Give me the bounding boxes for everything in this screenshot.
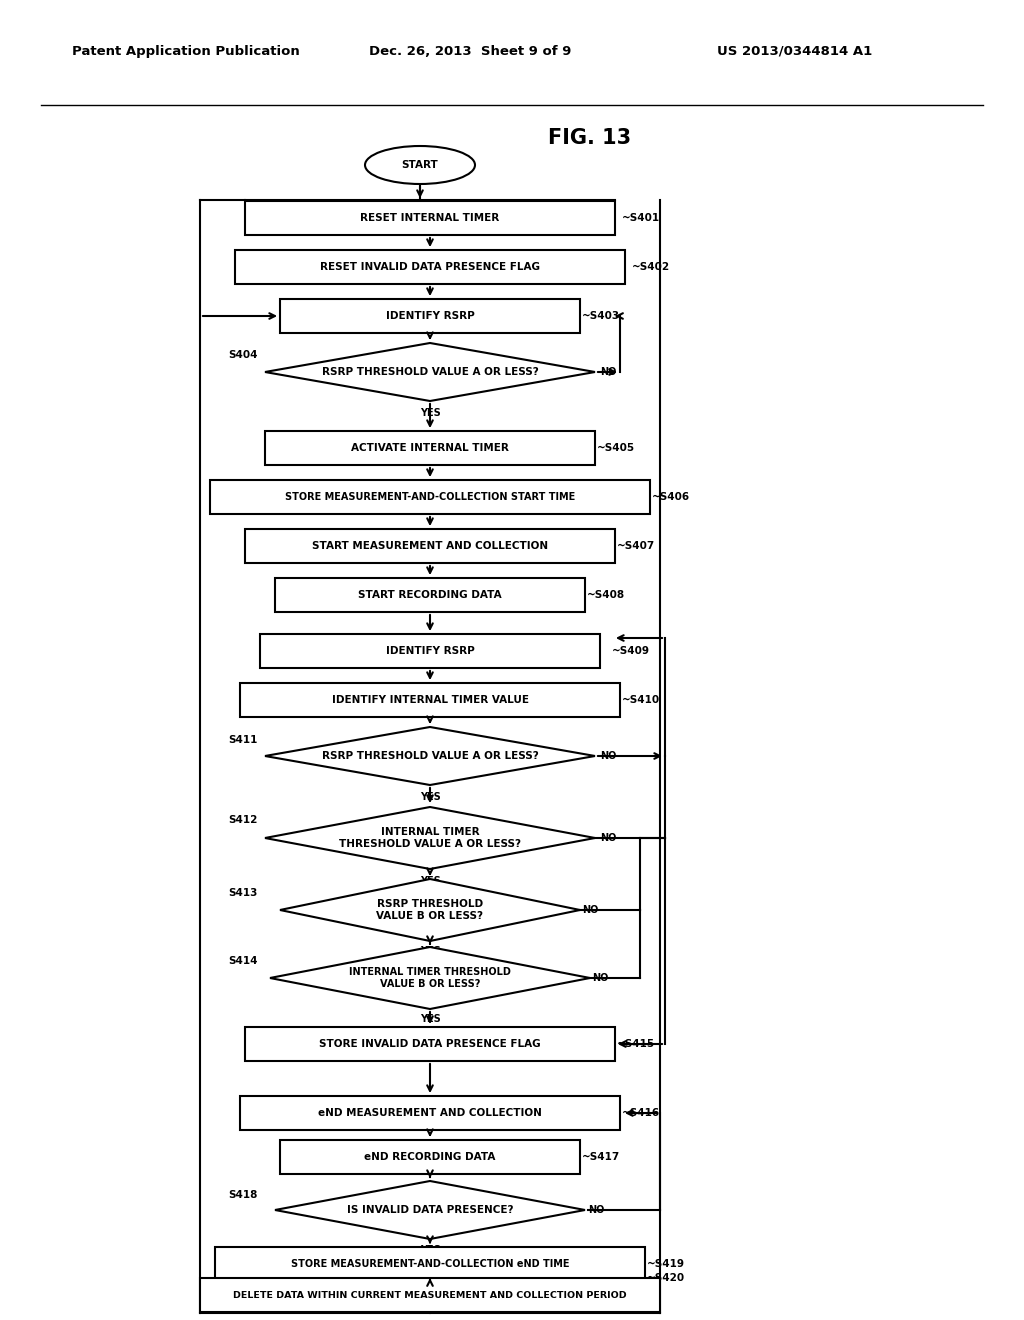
Text: ~S402: ~S402 — [632, 261, 670, 272]
Text: RSRP THRESHOLD
VALUE B OR LESS?: RSRP THRESHOLD VALUE B OR LESS? — [377, 899, 483, 921]
Text: ~S407: ~S407 — [617, 541, 655, 550]
Text: RESET INVALID DATA PRESENCE FLAG: RESET INVALID DATA PRESENCE FLAG — [319, 261, 540, 272]
Bar — [280, 1140, 580, 1173]
Text: RSRP THRESHOLD VALUE A OR LESS?: RSRP THRESHOLD VALUE A OR LESS? — [322, 751, 539, 762]
Bar — [245, 201, 615, 235]
Text: S411: S411 — [228, 735, 258, 744]
Bar — [240, 1096, 620, 1130]
Text: YES: YES — [420, 1245, 440, 1255]
Text: INTERNAL TIMER THRESHOLD
VALUE B OR LESS?: INTERNAL TIMER THRESHOLD VALUE B OR LESS… — [349, 968, 511, 989]
Text: NO: NO — [600, 833, 616, 843]
Text: STORE MEASUREMENT-AND-COLLECTION START TIME: STORE MEASUREMENT-AND-COLLECTION START T… — [285, 492, 575, 502]
Text: Patent Application Publication: Patent Application Publication — [72, 45, 299, 58]
Text: YES: YES — [420, 876, 440, 886]
Bar — [245, 529, 615, 564]
Polygon shape — [265, 343, 595, 401]
Text: STORE INVALID DATA PRESENCE FLAG: STORE INVALID DATA PRESENCE FLAG — [319, 1039, 541, 1049]
Bar — [275, 578, 585, 612]
Text: S418: S418 — [228, 1191, 258, 1200]
Text: DELETE DATA WITHIN CURRENT MEASUREMENT AND COLLECTION PERIOD: DELETE DATA WITHIN CURRENT MEASUREMENT A… — [233, 1291, 627, 1299]
Bar — [260, 634, 600, 668]
Polygon shape — [280, 879, 580, 941]
Text: eND RECORDING DATA: eND RECORDING DATA — [365, 1152, 496, 1162]
Text: IDENTIFY INTERNAL TIMER VALUE: IDENTIFY INTERNAL TIMER VALUE — [332, 696, 528, 705]
Text: ~S417: ~S417 — [582, 1152, 621, 1162]
Text: START: START — [401, 160, 438, 170]
Text: ~S409: ~S409 — [612, 645, 650, 656]
Bar — [280, 300, 580, 333]
Text: US 2013/0344814 A1: US 2013/0344814 A1 — [717, 45, 872, 58]
Text: NO: NO — [588, 1205, 604, 1214]
Bar — [240, 682, 620, 717]
Text: S404: S404 — [228, 350, 258, 360]
Text: S412: S412 — [228, 814, 258, 825]
Text: ~S415: ~S415 — [617, 1039, 655, 1049]
Bar — [210, 480, 650, 513]
Bar — [234, 249, 625, 284]
Bar — [200, 1278, 660, 1312]
Polygon shape — [265, 727, 595, 785]
Text: ~S420: ~S420 — [647, 1272, 685, 1283]
Text: ~S419: ~S419 — [647, 1259, 685, 1269]
Text: ~S408: ~S408 — [587, 590, 625, 601]
Polygon shape — [270, 946, 590, 1008]
Text: NO: NO — [582, 906, 598, 915]
Text: S413: S413 — [228, 888, 258, 898]
Ellipse shape — [365, 147, 475, 183]
Text: YES: YES — [420, 792, 440, 803]
Text: YES: YES — [420, 946, 440, 956]
Text: STORE MEASUREMENT-AND-COLLECTION eND TIME: STORE MEASUREMENT-AND-COLLECTION eND TIM… — [291, 1259, 569, 1269]
Text: FIG. 13: FIG. 13 — [549, 128, 632, 148]
Polygon shape — [265, 807, 595, 869]
Text: eND MEASUREMENT AND COLLECTION: eND MEASUREMENT AND COLLECTION — [318, 1107, 542, 1118]
Text: START RECORDING DATA: START RECORDING DATA — [358, 590, 502, 601]
Text: IDENTIFY RSRP: IDENTIFY RSRP — [386, 312, 474, 321]
Text: NO: NO — [600, 367, 616, 378]
Text: Dec. 26, 2013  Sheet 9 of 9: Dec. 26, 2013 Sheet 9 of 9 — [369, 45, 571, 58]
Text: ~S405: ~S405 — [597, 444, 635, 453]
Text: NO: NO — [600, 751, 616, 762]
Text: YES: YES — [420, 1014, 440, 1024]
Text: START MEASUREMENT AND COLLECTION: START MEASUREMENT AND COLLECTION — [312, 541, 548, 550]
Text: ~S416: ~S416 — [622, 1107, 660, 1118]
Text: ~S410: ~S410 — [622, 696, 660, 705]
Text: ~S401: ~S401 — [622, 213, 660, 223]
Text: IDENTIFY RSRP: IDENTIFY RSRP — [386, 645, 474, 656]
Text: INTERNAL TIMER
THRESHOLD VALUE A OR LESS?: INTERNAL TIMER THRESHOLD VALUE A OR LESS… — [339, 828, 521, 849]
Text: ACTIVATE INTERNAL TIMER: ACTIVATE INTERNAL TIMER — [351, 444, 509, 453]
Text: YES: YES — [420, 408, 440, 418]
Bar — [245, 1027, 615, 1061]
Bar — [215, 1247, 645, 1280]
Text: IS INVALID DATA PRESENCE?: IS INVALID DATA PRESENCE? — [347, 1205, 513, 1214]
Text: ~S403: ~S403 — [582, 312, 621, 321]
Text: ~S406: ~S406 — [652, 492, 690, 502]
Text: RESET INTERNAL TIMER: RESET INTERNAL TIMER — [360, 213, 500, 223]
Bar — [265, 432, 595, 465]
Text: RSRP THRESHOLD VALUE A OR LESS?: RSRP THRESHOLD VALUE A OR LESS? — [322, 367, 539, 378]
Polygon shape — [275, 1181, 585, 1239]
Text: NO: NO — [592, 973, 608, 983]
Text: S414: S414 — [228, 956, 258, 966]
